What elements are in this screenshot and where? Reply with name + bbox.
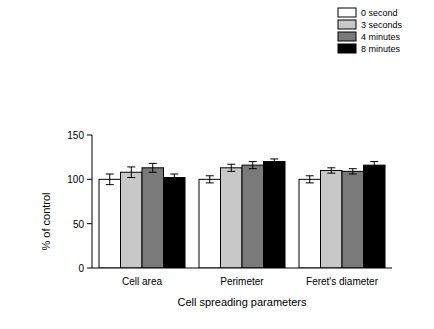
bar bbox=[164, 178, 186, 268]
bars bbox=[99, 159, 385, 268]
y-tick bbox=[87, 223, 92, 224]
x-axis bbox=[92, 268, 392, 269]
bar bbox=[342, 171, 364, 268]
legend-swatch bbox=[338, 8, 356, 17]
legend-label: 0 second bbox=[361, 8, 398, 18]
legend-label: 3 seconds bbox=[361, 20, 403, 30]
bar bbox=[99, 179, 121, 268]
error-bar bbox=[106, 174, 114, 185]
bar bbox=[264, 162, 286, 268]
y-tick-label: 50 bbox=[73, 219, 85, 230]
y-tick bbox=[87, 268, 92, 269]
error-bar bbox=[349, 169, 357, 174]
bar bbox=[121, 172, 143, 268]
bar bbox=[364, 165, 386, 268]
error-bar bbox=[127, 167, 135, 178]
bar bbox=[299, 179, 321, 268]
x-axis-title: Cell spreading parameters bbox=[177, 296, 307, 308]
y-tick-label: 0 bbox=[78, 263, 84, 274]
bar bbox=[321, 170, 343, 268]
error-bar bbox=[370, 162, 378, 169]
legend: 0 second 3 seconds 4 minutes 8 minutes bbox=[338, 8, 403, 54]
error-bar bbox=[306, 176, 314, 183]
error-bar bbox=[170, 174, 178, 181]
legend-label: 4 minutes bbox=[361, 32, 401, 42]
error-bar bbox=[149, 163, 157, 172]
y-axis-title: % of control bbox=[40, 192, 52, 250]
error-bar bbox=[270, 159, 278, 164]
bar bbox=[199, 179, 221, 268]
y-tick-label: 150 bbox=[67, 130, 84, 141]
y-tick bbox=[87, 135, 92, 136]
bar bbox=[142, 168, 164, 268]
bar bbox=[221, 168, 243, 268]
legend-swatch bbox=[338, 44, 356, 53]
error-bar bbox=[227, 164, 235, 171]
legend-swatch bbox=[338, 32, 356, 41]
chart: 0 50 100 150 Cell area Perimeter Feret's diame… bbox=[0, 0, 434, 329]
x-tick-label: Perimeter bbox=[220, 276, 264, 287]
legend-swatch bbox=[338, 20, 356, 29]
x-tick-label: Feret's diameter bbox=[306, 276, 379, 287]
y-tick bbox=[87, 179, 92, 180]
y-axis bbox=[92, 135, 93, 268]
bar bbox=[242, 165, 264, 268]
x-tick-label: Cell area bbox=[122, 276, 162, 287]
y-tick-label: 100 bbox=[67, 174, 84, 185]
error-bar bbox=[327, 168, 335, 173]
error-bar bbox=[206, 176, 214, 183]
page: {"chart_data": {"type": "bar", "categori… bbox=[0, 0, 434, 329]
error-bar bbox=[249, 162, 257, 169]
legend-label: 8 minutes bbox=[361, 44, 401, 54]
